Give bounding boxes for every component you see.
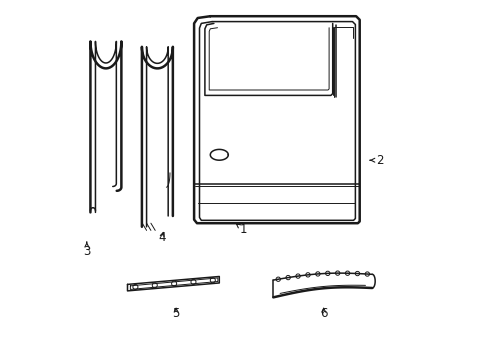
Text: 2: 2 (369, 154, 383, 167)
Text: 4: 4 (158, 231, 165, 244)
Text: 5: 5 (172, 307, 180, 320)
Text: 1: 1 (236, 223, 247, 236)
Text: 6: 6 (319, 307, 327, 320)
Text: 3: 3 (83, 242, 90, 258)
